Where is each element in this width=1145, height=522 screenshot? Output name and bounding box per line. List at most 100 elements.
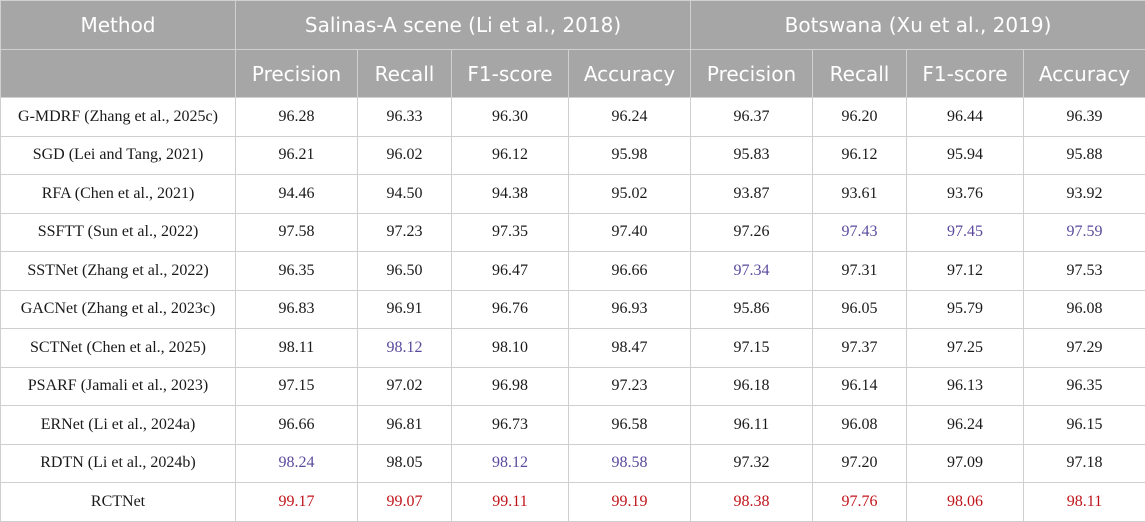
value-cell: 95.98: [569, 136, 691, 175]
value-cell: 97.43: [813, 213, 907, 252]
value-cell: 96.21: [236, 136, 358, 175]
metric-header: Recall: [358, 50, 452, 98]
value-cell: 97.25: [907, 329, 1024, 368]
value-cell: 98.05: [358, 444, 452, 483]
value-cell: 97.76: [813, 483, 907, 522]
value-cell: 97.12: [907, 252, 1024, 291]
value-cell: 98.12: [452, 444, 569, 483]
value-cell: 97.23: [358, 213, 452, 252]
value-cell: 97.37: [813, 329, 907, 368]
value-cell: 97.20: [813, 444, 907, 483]
value-cell: 96.58: [569, 406, 691, 445]
value-cell: 96.73: [452, 406, 569, 445]
metric-header: F1-score: [452, 50, 569, 98]
value-cell: 96.35: [236, 252, 358, 291]
value-cell: 98.38: [691, 483, 813, 522]
value-cell: 96.39: [1024, 98, 1145, 137]
value-cell: 93.76: [907, 175, 1024, 214]
method-cell: SGD (Lei and Tang, 2021): [1, 136, 236, 175]
value-cell: 97.02: [358, 367, 452, 406]
value-cell: 99.19: [569, 483, 691, 522]
value-cell: 96.12: [452, 136, 569, 175]
value-cell: 96.24: [907, 406, 1024, 445]
value-cell: 96.98: [452, 367, 569, 406]
value-cell: 96.02: [358, 136, 452, 175]
value-cell: 97.34: [691, 252, 813, 291]
value-cell: 93.61: [813, 175, 907, 214]
method-cell: GACNet (Zhang et al., 2023c): [1, 290, 236, 329]
value-cell: 97.26: [691, 213, 813, 252]
value-cell: 96.50: [358, 252, 452, 291]
value-cell: 97.18: [1024, 444, 1145, 483]
value-cell: 97.32: [691, 444, 813, 483]
value-cell: 97.29: [1024, 329, 1145, 368]
method-cell: RFA (Chen et al., 2021): [1, 175, 236, 214]
value-cell: 96.05: [813, 290, 907, 329]
value-cell: 96.35: [1024, 367, 1145, 406]
value-cell: 96.76: [452, 290, 569, 329]
method-cell: SSTNet (Zhang et al., 2022): [1, 252, 236, 291]
value-cell: 96.24: [569, 98, 691, 137]
value-cell: 97.15: [691, 329, 813, 368]
metric-header: Recall: [813, 50, 907, 98]
value-cell: 98.11: [236, 329, 358, 368]
metric-header: Precision: [236, 50, 358, 98]
value-cell: 94.50: [358, 175, 452, 214]
value-cell: 96.44: [907, 98, 1024, 137]
value-cell: 96.08: [1024, 290, 1145, 329]
value-cell: 95.83: [691, 136, 813, 175]
metric-header: Accuracy: [569, 50, 691, 98]
metric-header: F1-score: [907, 50, 1024, 98]
value-cell: 96.08: [813, 406, 907, 445]
value-cell: 93.87: [691, 175, 813, 214]
method-cell: SCTNet (Chen et al., 2025): [1, 329, 236, 368]
value-cell: 96.13: [907, 367, 1024, 406]
header-row-metrics: Precision Recall F1-score Accuracy Preci…: [1, 50, 1145, 98]
value-cell: 95.86: [691, 290, 813, 329]
value-cell: 96.81: [358, 406, 452, 445]
value-cell: 98.58: [569, 444, 691, 483]
value-cell: 99.07: [358, 483, 452, 522]
method-cell: SSFTT (Sun et al., 2022): [1, 213, 236, 252]
value-cell: 97.31: [813, 252, 907, 291]
method-header-spacer: [1, 50, 236, 98]
value-cell: 96.28: [236, 98, 358, 137]
value-cell: 97.59: [1024, 213, 1145, 252]
value-cell: 98.10: [452, 329, 569, 368]
value-cell: 96.66: [236, 406, 358, 445]
value-cell: 96.12: [813, 136, 907, 175]
value-cell: 96.33: [358, 98, 452, 137]
value-cell: 97.58: [236, 213, 358, 252]
value-cell: 97.23: [569, 367, 691, 406]
value-cell: 97.45: [907, 213, 1024, 252]
method-cell: G-MDRF (Zhang et al., 2025c): [1, 98, 236, 137]
method-cell: RCTNet: [1, 483, 236, 522]
value-cell: 96.20: [813, 98, 907, 137]
value-cell: 96.83: [236, 290, 358, 329]
value-cell: 98.24: [236, 444, 358, 483]
value-cell: 98.11: [1024, 483, 1145, 522]
value-cell: 98.06: [907, 483, 1024, 522]
value-cell: 95.88: [1024, 136, 1145, 175]
value-cell: 98.12: [358, 329, 452, 368]
value-cell: 93.92: [1024, 175, 1145, 214]
value-cell: 96.14: [813, 367, 907, 406]
method-cell: ERNet (Li et al., 2024a): [1, 406, 236, 445]
value-cell: 99.11: [452, 483, 569, 522]
value-cell: 97.53: [1024, 252, 1145, 291]
value-cell: 96.18: [691, 367, 813, 406]
value-cell: 94.38: [452, 175, 569, 214]
method-cell: RDTN (Li et al., 2024b): [1, 444, 236, 483]
value-cell: 97.15: [236, 367, 358, 406]
value-cell: 95.94: [907, 136, 1024, 175]
value-cell: 94.46: [236, 175, 358, 214]
value-cell: 95.79: [907, 290, 1024, 329]
